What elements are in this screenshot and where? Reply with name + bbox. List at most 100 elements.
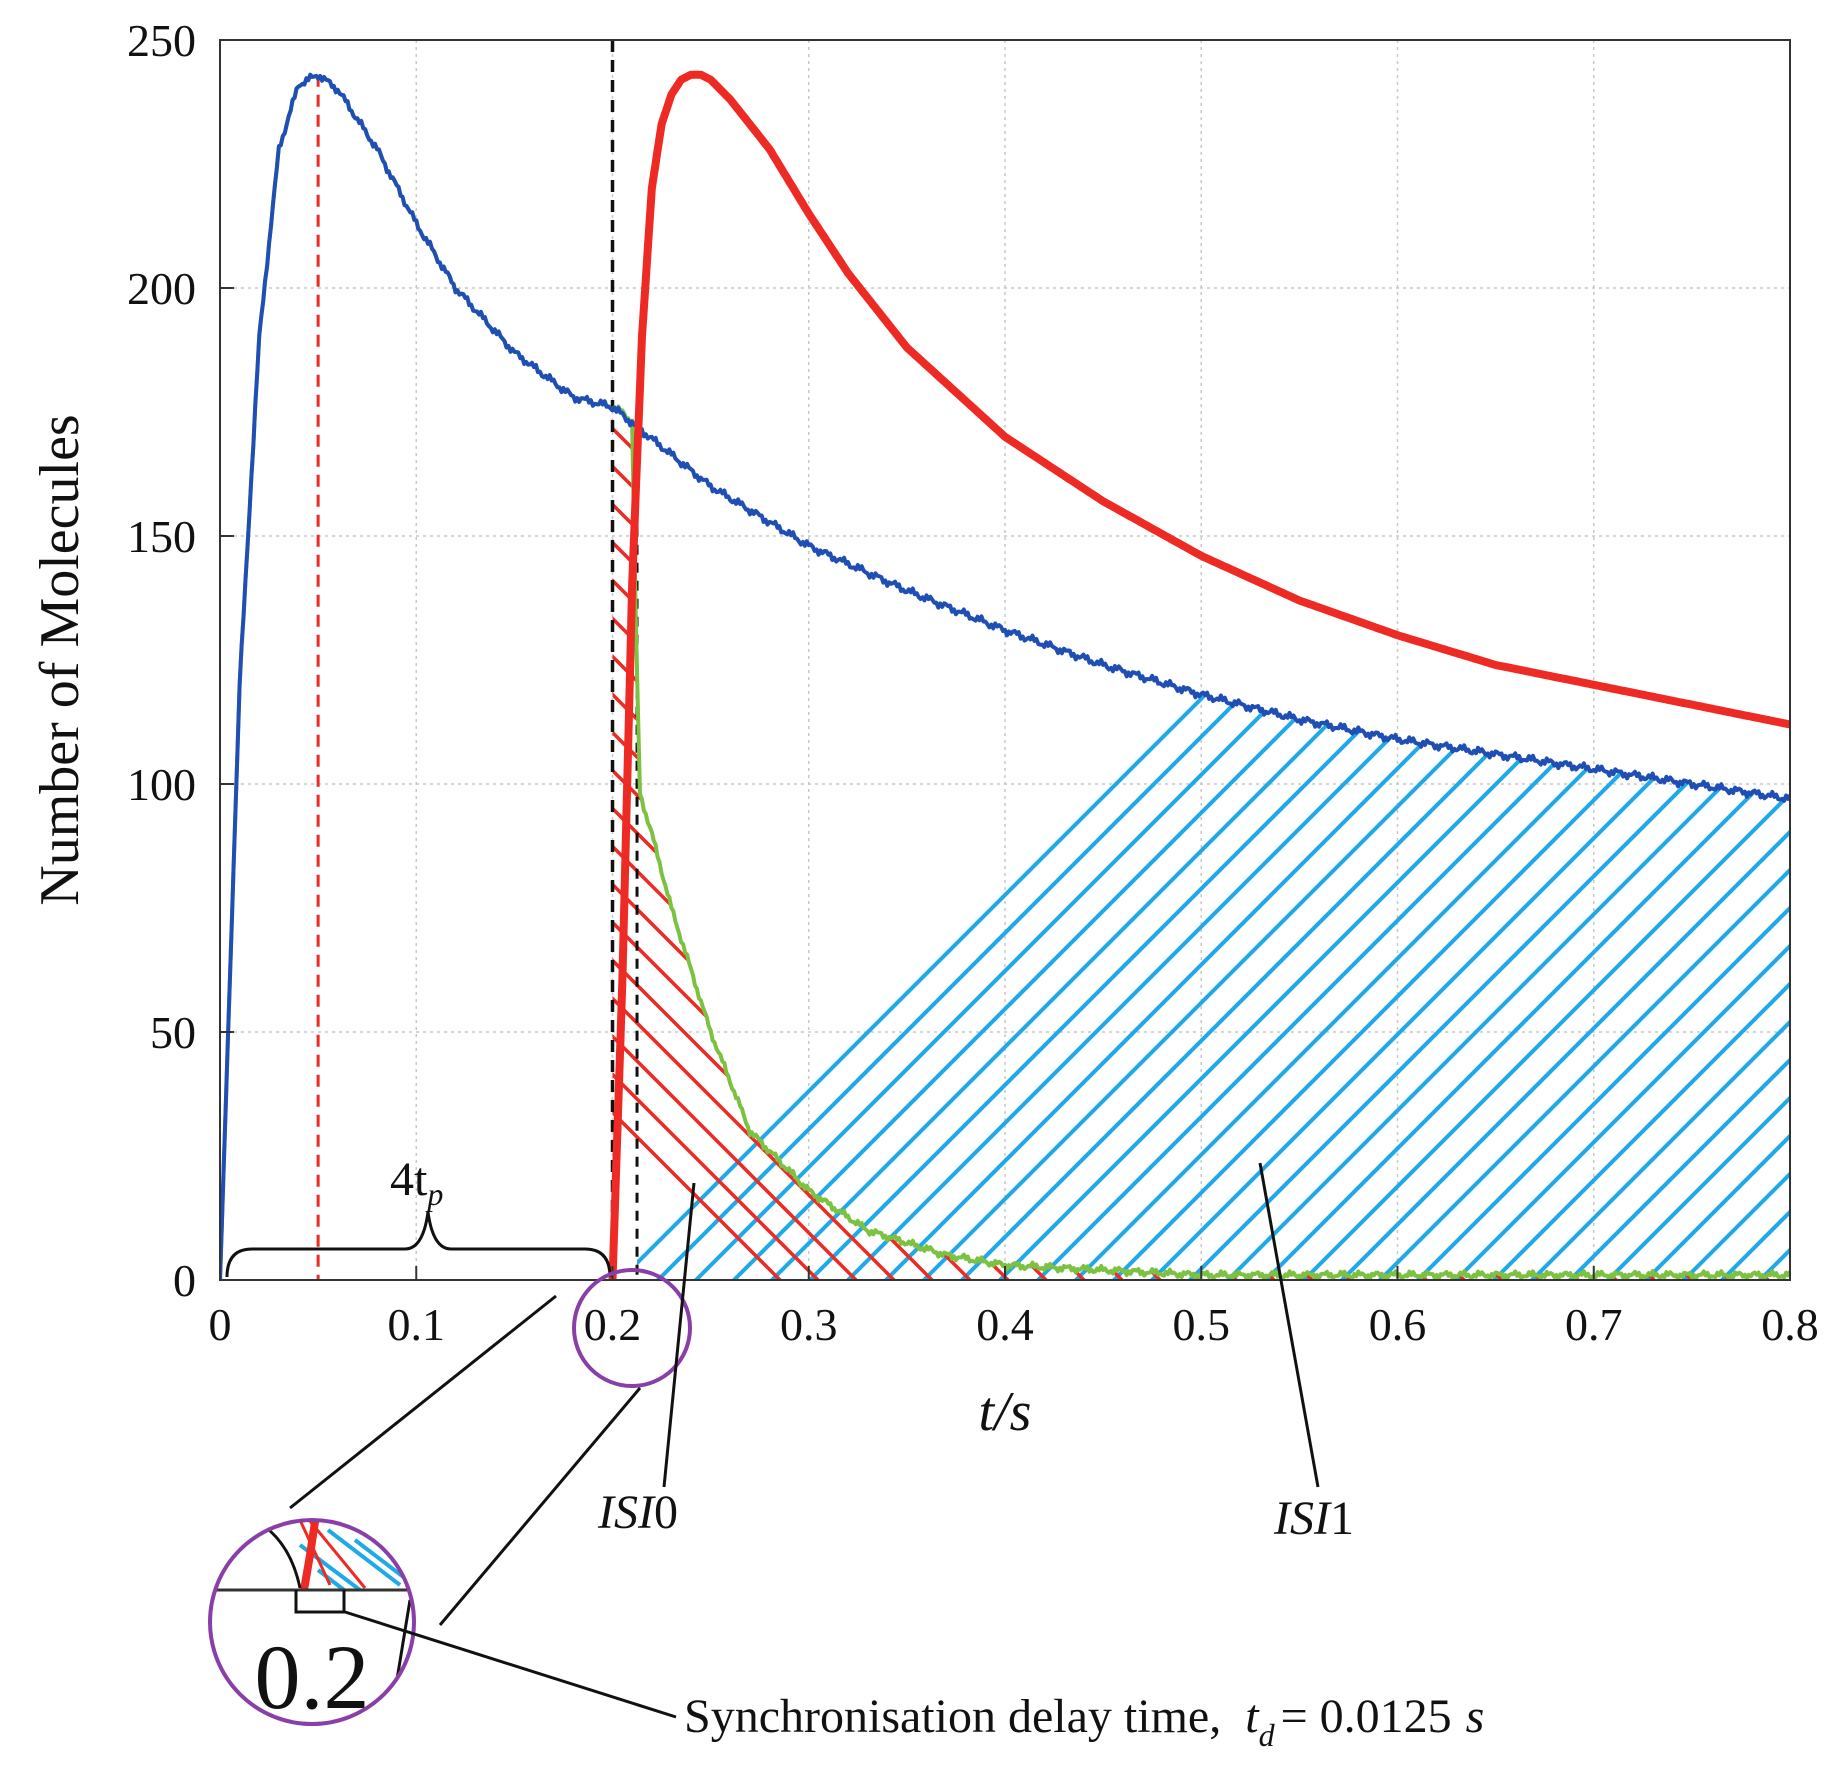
isi0-hatch-line bbox=[612, 407, 1638, 1280]
isi1-hatch-region bbox=[637, 0, 1840, 1300]
zoom-highlight-circle bbox=[572, 1268, 692, 1388]
isi1-hatch-line bbox=[1624, 426, 1790, 1280]
zoom-connector-lower bbox=[438, 1387, 642, 1626]
isi1-hatch-line bbox=[826, 426, 1790, 1280]
isi0-hatch-line bbox=[612, 407, 1790, 1280]
y-axis-title: Number of Molecules bbox=[29, 414, 91, 905]
isi0-hatch-line bbox=[908, 407, 1790, 1280]
isi0-hatch-line bbox=[612, 407, 1790, 1280]
y-tick-label: 200 bbox=[127, 263, 196, 314]
red-series-line bbox=[608, 70, 1790, 1280]
x-tick-label: 0.4 bbox=[976, 1299, 1034, 1350]
isi0-hatch-line bbox=[612, 407, 1182, 1280]
isi0-hatch-line bbox=[1402, 407, 1790, 1280]
isi0-hatch-line bbox=[794, 407, 1790, 1280]
isi0-hatch-line bbox=[612, 407, 916, 1280]
y-tick-label: 50 bbox=[150, 1007, 196, 1058]
isi0-hatch-line bbox=[1174, 407, 1790, 1280]
isi0-hatch-line bbox=[612, 407, 1790, 1280]
isi0-hatch-line bbox=[612, 407, 1448, 1280]
isi1-hatch-line bbox=[1358, 426, 1790, 1280]
isi0-hatch-line bbox=[612, 407, 1790, 1280]
isi0-hatch-line bbox=[984, 407, 1790, 1280]
zoom-inset-red-curve bbox=[300, 1520, 320, 1591]
isi0-hatch-line bbox=[612, 407, 1790, 1280]
isi1-label: ISI1 bbox=[1273, 1492, 1354, 1545]
isi1-hatch-line bbox=[1586, 426, 1790, 1280]
x-tick-label: 0.8 bbox=[1761, 1299, 1819, 1350]
x-tick-label: 0.7 bbox=[1565, 1299, 1623, 1350]
isi0-hatch-line bbox=[612, 407, 1334, 1280]
isi1-hatch-line bbox=[1700, 426, 1790, 1280]
isi0-hatch-line bbox=[1136, 407, 1790, 1280]
isi0-hatch-line bbox=[1516, 407, 1790, 1280]
isi1-hatch-line bbox=[1016, 426, 1790, 1280]
y-tick-label: 250 bbox=[127, 15, 196, 66]
y-tick-label: 150 bbox=[127, 511, 196, 562]
isi1-hatch-line bbox=[1662, 426, 1790, 1280]
isi1-hatch-line bbox=[1510, 426, 1790, 1280]
isi0-hatch-line bbox=[612, 407, 954, 1280]
isi1-hatch-line bbox=[637, 426, 1790, 1280]
plot-frame bbox=[219, 39, 1791, 1281]
vertical-reference-lines bbox=[316, 40, 639, 1280]
isi0-hatch-line bbox=[612, 407, 992, 1280]
isi0-hatch-line bbox=[870, 407, 1790, 1280]
isi0-hatch-line bbox=[612, 407, 1752, 1280]
isi1-hatch-line bbox=[750, 426, 1790, 1280]
isi0-hatch-line bbox=[612, 407, 1790, 1280]
isi0-hatch-line bbox=[612, 407, 1790, 1280]
isi1-hatch-line bbox=[1776, 426, 1790, 1280]
isi0-label: ISI0 bbox=[597, 1486, 678, 1539]
isi1-hatch-line bbox=[864, 426, 1790, 1280]
delay-annotation: Synchronisation delay time, td = 0.0125 s bbox=[684, 1690, 1484, 1753]
delay-connector bbox=[344, 1610, 677, 1719]
isi0-hatch-line bbox=[612, 407, 1372, 1280]
isi0-hatch-line bbox=[1554, 407, 1790, 1280]
isi0-hatch-line bbox=[718, 407, 1790, 1280]
isi1-hatch-line bbox=[1130, 426, 1790, 1280]
isi0-hatch-line bbox=[612, 407, 840, 1280]
isi1-hatch-line bbox=[1320, 426, 1790, 1280]
x-tick-label: 0.3 bbox=[780, 1299, 838, 1350]
grid-lines bbox=[220, 40, 1790, 1280]
isi0-hatch-line bbox=[612, 407, 1790, 1280]
isi1-hatch-line bbox=[1092, 426, 1790, 1280]
x-axis-title: t/s bbox=[979, 1381, 1032, 1443]
isi0-hatch-line bbox=[612, 407, 1106, 1280]
isi1-hatch-line bbox=[1054, 426, 1790, 1280]
isi1-hatch-line bbox=[1282, 426, 1790, 1280]
isi0-hatch-line bbox=[612, 407, 1486, 1280]
isi0-hatch-line bbox=[1022, 407, 1790, 1280]
x-tick-label: 0.2 bbox=[584, 1299, 642, 1350]
isi0-hatch-line bbox=[612, 407, 1220, 1280]
x-tick-label: 0 bbox=[209, 1299, 232, 1350]
isi1-hatch-line bbox=[902, 426, 1790, 1280]
isi0-hatch-line bbox=[612, 407, 1790, 1280]
zoom-inset-delay-bracket bbox=[294, 1590, 346, 1614]
isi0-hatch-region bbox=[612, 407, 1790, 1280]
x-tick-label: 0.6 bbox=[1369, 1299, 1427, 1350]
isi0-hatch-line bbox=[1288, 407, 1790, 1280]
isi0-hatch-line bbox=[612, 407, 878, 1280]
isi0-hatch-line bbox=[1478, 407, 1790, 1280]
isi0-hatch-line bbox=[612, 407, 1714, 1280]
four-tp-brace bbox=[225, 1211, 612, 1278]
isi1-hatch-line bbox=[1472, 426, 1790, 1280]
y-tick-label: 0 bbox=[173, 1255, 196, 1306]
isi1-hatch-line bbox=[637, 426, 1790, 1280]
four-tp-label: 4tp bbox=[390, 1153, 443, 1212]
x-tick-label: 0.5 bbox=[1173, 1299, 1231, 1350]
zoom-inset-tick-label: 0.2 bbox=[255, 1626, 370, 1728]
isi0-hatch-line bbox=[612, 407, 1524, 1280]
isi1-hatch-line bbox=[1434, 426, 1790, 1280]
isi0-hatch-line bbox=[1250, 407, 1790, 1280]
data-series bbox=[220, 70, 1790, 1280]
axis-ticks: 0 0.1 0.2 0.3 0.4 0.5 0.6 0.7 0.8 0 50 100 150 200 250 bbox=[127, 15, 1819, 1350]
isi0-hatch-line bbox=[756, 407, 1790, 1280]
isi1-hatch-line bbox=[1816, 0, 1840, 1300]
zoom-inset: 0.2 bbox=[208, 1518, 416, 1728]
isi0-hatch-line bbox=[612, 407, 1144, 1280]
isi0-leader-line bbox=[662, 1182, 696, 1488]
isi1-hatch-line bbox=[1396, 426, 1790, 1280]
